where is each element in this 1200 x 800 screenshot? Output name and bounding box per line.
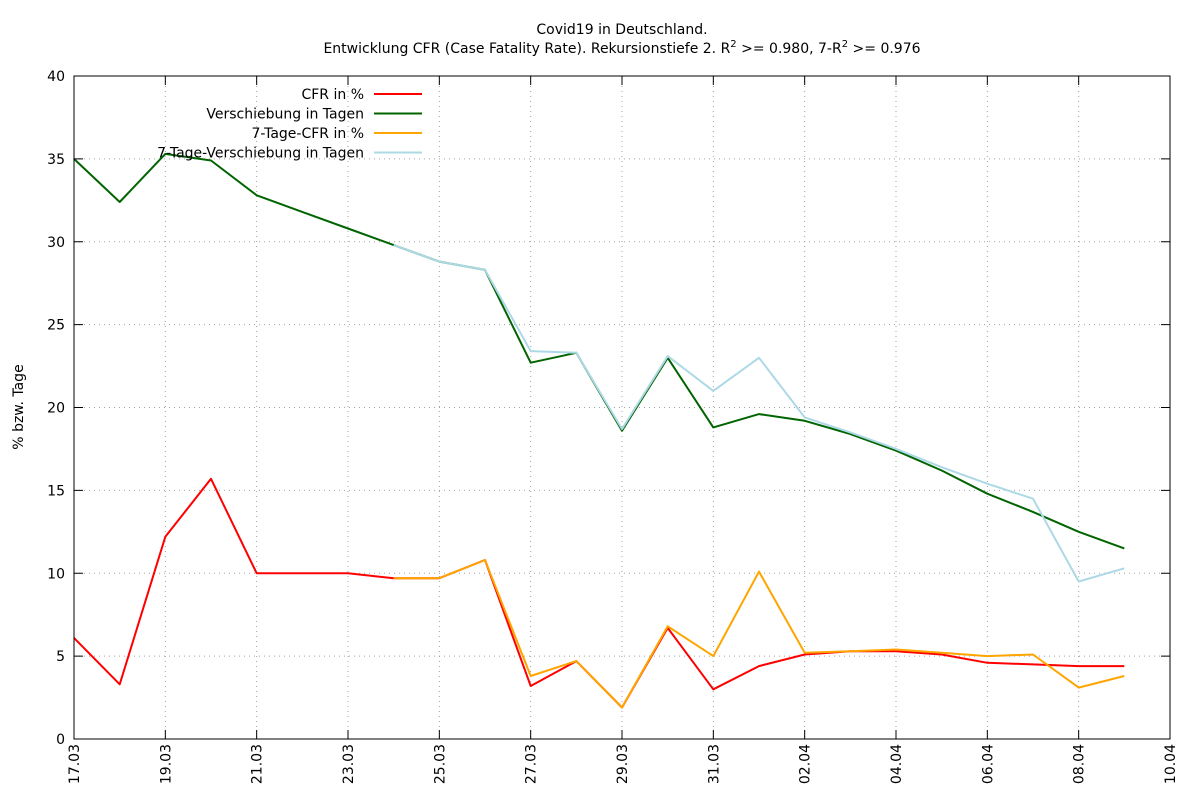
y-axis-label: % bzw. Tage — [11, 364, 27, 449]
x-tick-label: 27.03 — [524, 744, 540, 784]
chart-subtitle: Entwicklung CFR (Case Fatality Rate). Re… — [323, 39, 920, 57]
x-tick-label: 31.03 — [706, 744, 722, 784]
subtitle-sup-2: 2 — [842, 39, 848, 50]
x-tick-label: 02.04 — [798, 744, 814, 784]
x-tick-label: 19.03 — [158, 744, 174, 784]
subtitle-part-mid: >= 0.980, 7-R — [737, 41, 842, 57]
subtitle-part-end: >= 0.976 — [848, 41, 921, 57]
x-tick-label: 25.03 — [432, 744, 448, 784]
ticks: 0 5 10 15 20 25 30 35 40 17.03 19.03 21.03 23.03 25.0… — [47, 69, 1179, 784]
x-tick-label: 17.03 — [67, 744, 83, 784]
y-tick-label: 5 — [56, 649, 65, 665]
subtitle-part-main: Entwicklung CFR (Case Fatality Rate). Re… — [323, 41, 730, 57]
y-tick-label: 35 — [47, 152, 65, 168]
x-tick-label: 04.04 — [889, 744, 905, 784]
chart-title: Covid19 in Deutschland. — [536, 22, 707, 38]
grid — [74, 76, 1170, 739]
y-tick-label: 0 — [56, 732, 65, 748]
x-tick-label: 21.03 — [250, 744, 266, 784]
x-tick-label: 08.04 — [1072, 744, 1088, 784]
legend-label-2: Verschiebung in Tagen — [206, 107, 364, 123]
x-tick-label: 29.03 — [615, 744, 631, 784]
y-tick-label: 40 — [47, 69, 65, 85]
y-tick-label: 10 — [47, 566, 65, 582]
legend-label-1: CFR in % — [301, 87, 364, 103]
legend-label-3: 7-Tage-CFR in % — [251, 126, 364, 142]
series-line-4 — [393, 244, 1125, 583]
subtitle-sup-1: 2 — [730, 39, 736, 50]
x-tick-label: 06.04 — [980, 744, 996, 784]
y-tick-label: 15 — [47, 483, 65, 499]
y-tick-label: 25 — [47, 318, 65, 334]
y-tick-label: 20 — [47, 401, 65, 417]
y-tick-label: 30 — [47, 235, 65, 251]
legend-label-4: 7-Tage-Verschiebung in Tagen — [157, 146, 364, 162]
x-tick-label: 23.03 — [341, 744, 357, 784]
series-line-3 — [393, 559, 1125, 709]
x-tick-label: 10.04 — [1163, 744, 1179, 784]
legend: CFR in % Verschiebung in Tagen 7-Tage-CFR … — [157, 87, 422, 162]
series-layer — [73, 152, 1125, 709]
